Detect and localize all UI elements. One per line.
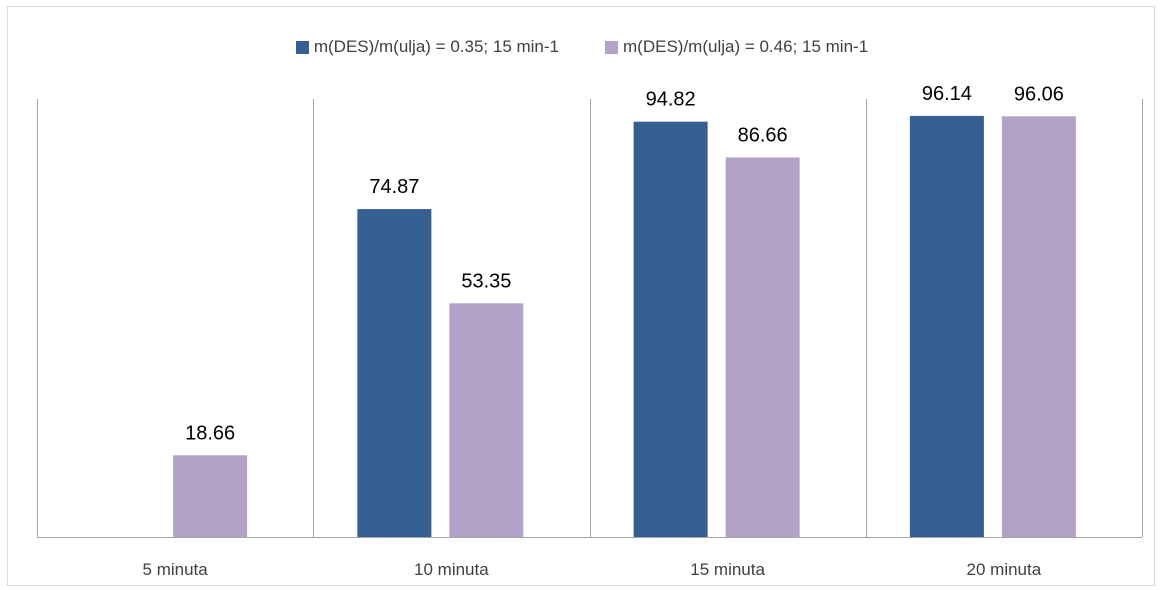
bar-series-2 bbox=[173, 455, 248, 537]
x-tick-label: 15 minuta bbox=[690, 560, 765, 579]
x-tick-label: 5 minuta bbox=[143, 560, 209, 579]
bar-series-2 bbox=[725, 157, 800, 537]
data-label-series-1: 94.82 bbox=[646, 89, 696, 111]
legend-item-series-1: m(DES)/m(ulja) = 0.35; 15 min-1 bbox=[295, 37, 559, 57]
legend-swatch-series-2 bbox=[605, 40, 618, 54]
x-tick-label: 10 minuta bbox=[414, 560, 489, 579]
bar-series-1 bbox=[909, 115, 984, 537]
bar-series-1 bbox=[357, 209, 432, 537]
x-tick-label: 20 minuta bbox=[967, 560, 1042, 579]
legend-item-series-2: m(DES)/m(ulja) = 0.46; 15 min-1 bbox=[605, 37, 868, 57]
legend-label-series-2: m(DES)/m(ulja) = 0.46; 15 min-1 bbox=[623, 37, 869, 56]
chart-frame bbox=[7, 6, 1155, 586]
chart-legend: m(DES)/m(ulja) = 0.35; 15 min-1 m(DES)/m… bbox=[0, 37, 1164, 57]
data-label-series-1: 74.87 bbox=[369, 176, 419, 198]
bar-series-2 bbox=[449, 303, 524, 537]
legend-swatch-series-1 bbox=[295, 40, 309, 54]
bar-series-1 bbox=[633, 121, 708, 537]
data-label-series-2: 96.06 bbox=[1014, 83, 1064, 105]
data-label-series-2: 18.66 bbox=[185, 422, 235, 444]
data-label-series-2: 53.35 bbox=[461, 270, 511, 292]
legend-label-series-1: m(DES)/m(ulja) = 0.35; 15 min-1 bbox=[313, 37, 559, 56]
bar-series-2 bbox=[1001, 116, 1076, 537]
data-label-series-2: 86.66 bbox=[738, 124, 788, 146]
data-label-series-1: 96.14 bbox=[922, 83, 972, 105]
